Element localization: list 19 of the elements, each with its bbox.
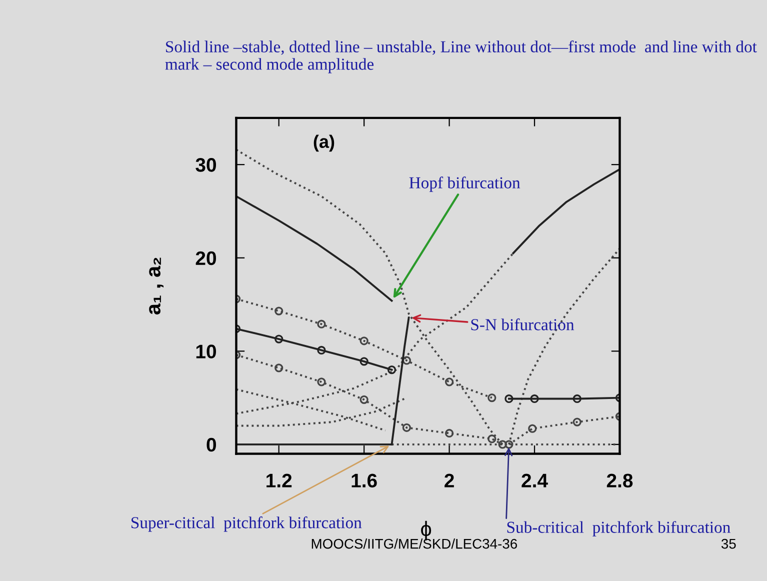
y-tick-label: 30 [196, 158, 216, 172]
y-tick-label: 0 [206, 438, 216, 452]
chart-title: Solid line –stable, dotted line – unstable, Line without dot—first mode and line with dot mark – second mode amplitude [165, 40, 757, 74]
x-tick-label: 1.2 [266, 474, 292, 488]
annotation: Sub-critical pitchfork bifurcation [507, 521, 730, 536]
y-axis-title: a₁ , a₂ [149, 258, 164, 314]
annotation: S-N bifurcation [471, 318, 574, 330]
text: MOOCS/IITG/ME/SKD/LEC34-36 [312, 538, 517, 549]
annotation: Super-citical pitchfork bifurcation [132, 516, 362, 532]
x-tick-label: 1.6 [352, 474, 377, 488]
x-tick-label: 2.4 [522, 474, 548, 488]
y-tick-label: 20 [196, 251, 216, 266]
text: 35 [721, 538, 736, 549]
x-tick-label: 2.8 [606, 474, 633, 488]
x-tick-label: 2 [444, 474, 454, 488]
x-axis-title: ϕ [421, 520, 432, 540]
annotation: Hopf bifurcation [409, 176, 520, 192]
y-tick-label: 10 [196, 344, 216, 358]
annotation: (a) [314, 134, 334, 152]
